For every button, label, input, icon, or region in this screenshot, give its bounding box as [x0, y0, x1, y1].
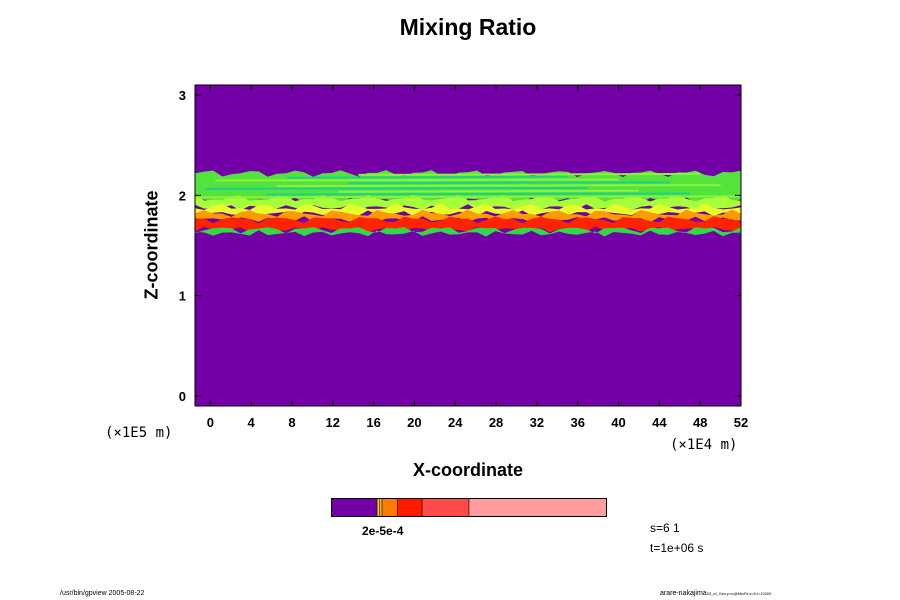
annotation-s: s=6 1	[650, 521, 680, 535]
y-tick-label: 2	[179, 188, 186, 203]
x-tick-label: 28	[489, 415, 503, 430]
field-background	[195, 85, 741, 406]
colorbar	[331, 498, 607, 517]
wisp-streak	[205, 186, 588, 190]
colorbar-label: 2e-5e-4	[362, 524, 404, 538]
y-tick-label: 0	[179, 389, 186, 404]
footer-right-main: arare-nakajima	[660, 590, 707, 597]
chart-title: Mixing Ratio	[399, 14, 537, 40]
footer-right-small: 03_el_Gerry.nc@MixRt,s=8,t=10000	[706, 591, 772, 596]
wisp-streak	[358, 172, 701, 176]
wisp-streak	[276, 184, 721, 188]
x-tick-label: 12	[326, 415, 340, 430]
wisp-streak	[266, 192, 690, 196]
colorbar-segment	[468, 498, 607, 517]
colorbar-segment	[396, 498, 423, 517]
footer-right: arare-nakajima03_el_Gerry.nc@MixRt,s=8,t…	[660, 590, 771, 597]
band-green-fringe	[195, 226, 741, 237]
footer-left: /usr/bin/gpview 2005-08-22	[60, 590, 145, 597]
colorbar-segment	[376, 498, 380, 517]
wisp-streak	[286, 175, 568, 179]
x-tick-label: 4	[248, 415, 256, 430]
x-tick-label: 8	[288, 415, 295, 430]
y-axis-label: Z-coordinate	[141, 190, 162, 300]
x-tick-label: 0	[207, 415, 214, 430]
band-orange	[195, 209, 741, 223]
wisp-streak	[337, 189, 639, 193]
x-tick-label: 16	[366, 415, 380, 430]
x-unit-label: (×1E4 m)	[670, 437, 738, 453]
x-tick-label: 52	[734, 415, 748, 430]
y-unit-label: (×1E5 m)	[105, 425, 173, 441]
x-tick-label: 40	[611, 415, 625, 430]
colorbar-segment	[421, 498, 470, 517]
wisp-streak	[215, 178, 619, 182]
y-tick-label: 3	[179, 88, 186, 103]
x-tick-label: 44	[652, 415, 667, 430]
x-tick-label: 48	[693, 415, 707, 430]
colorbar-segment	[381, 498, 398, 517]
x-tick-label: 36	[570, 415, 584, 430]
plot-frame	[194, 84, 742, 407]
colorbar-segment	[379, 498, 383, 517]
band-light-green	[195, 194, 741, 211]
x-tick-label: 24	[448, 415, 463, 430]
colorbar-segment	[331, 498, 378, 517]
y-tick-label: 1	[179, 289, 186, 304]
wisp-streak	[348, 181, 670, 185]
wisp-streak	[194, 195, 742, 199]
annotation-t: t=1e+06 s	[650, 541, 704, 555]
x-tick-label: 32	[530, 415, 544, 430]
x-axis-label: X-coordinate	[412, 460, 523, 480]
x-tick-label: 20	[407, 415, 421, 430]
